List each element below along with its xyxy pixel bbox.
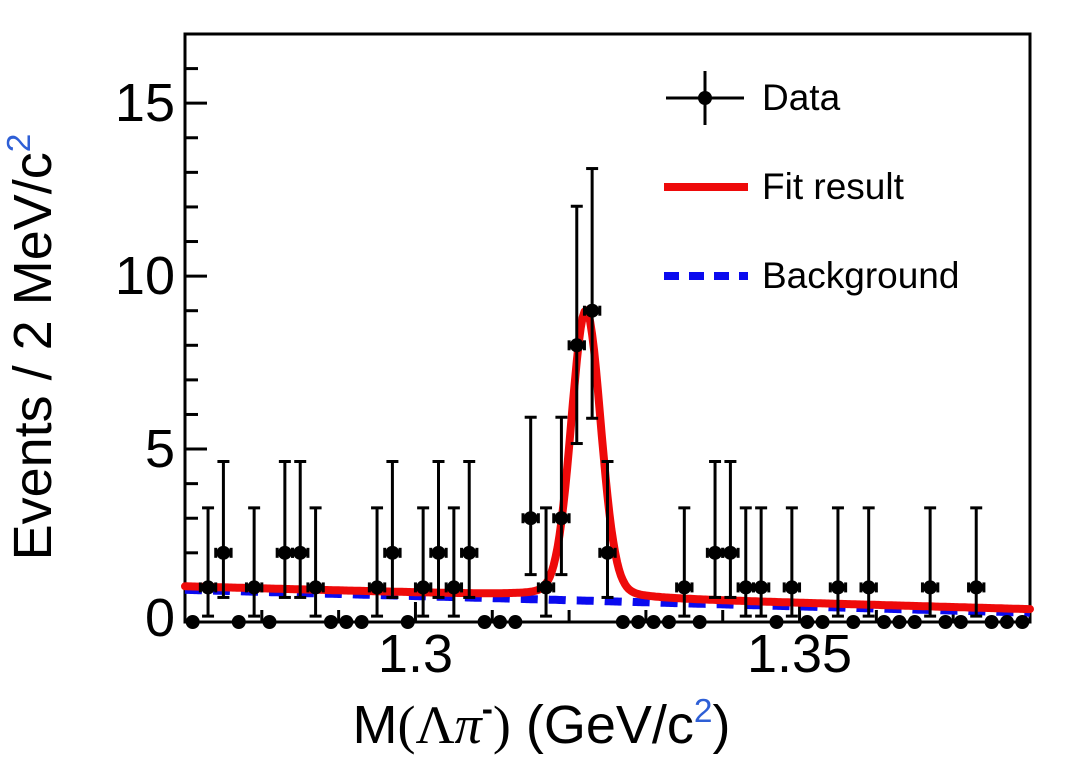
data-point — [508, 615, 523, 629]
background-line-icon — [664, 272, 748, 280]
data-point — [784, 580, 799, 595]
data-point — [677, 580, 692, 595]
data-point — [308, 580, 323, 595]
data-point — [323, 615, 338, 629]
x-title-pi: π — [454, 695, 482, 755]
data-point — [830, 580, 845, 595]
data-point — [692, 615, 707, 629]
data-point — [185, 615, 200, 629]
data-point — [585, 303, 600, 318]
data-point — [907, 615, 922, 629]
data-point — [953, 615, 968, 629]
data-point — [892, 615, 907, 629]
data-point — [416, 580, 431, 595]
x-title-close-paren: ) — [492, 695, 511, 755]
data-point — [646, 615, 661, 629]
x-title-charge-superscript: - — [481, 690, 493, 728]
data-point — [339, 615, 354, 629]
data-point — [1015, 615, 1030, 629]
data-point — [708, 545, 723, 560]
data-point — [615, 615, 630, 629]
data-point — [846, 615, 861, 629]
y-axis-title: Events / 2 MeV/c2 — [1, 0, 64, 697]
data-point — [385, 545, 400, 560]
data-point — [370, 580, 385, 595]
x-tick-label: 1.35 — [746, 624, 853, 684]
legend-label-fit: Fit result — [762, 166, 904, 207]
data-point — [723, 545, 738, 560]
fit-line-icon — [664, 183, 748, 191]
x-title-unit: (GeV/c — [510, 695, 694, 755]
data-point — [539, 580, 554, 595]
x-title-lambda: Λ — [415, 695, 455, 755]
legend: Data Fit result Background — [660, 68, 959, 335]
data-point — [400, 615, 415, 629]
x-title-unit-close: ) — [712, 695, 731, 755]
legend-label-background: Background — [762, 255, 960, 296]
data-point — [293, 545, 308, 560]
data-point — [738, 580, 753, 595]
data-point — [201, 580, 216, 595]
data-point — [262, 615, 277, 629]
x-title-unit-superscript: 2 — [693, 693, 713, 731]
y-tick-label: 15 — [114, 73, 175, 134]
data-point — [523, 511, 538, 526]
data-marker-icon — [666, 71, 744, 125]
data-point — [969, 580, 984, 595]
data-point — [446, 580, 461, 595]
data-point — [231, 615, 246, 629]
data-point — [999, 615, 1014, 629]
data-point — [661, 615, 676, 629]
y-tick-label: 10 — [114, 246, 175, 307]
legend-entry-data: Data — [660, 68, 959, 128]
data-point — [877, 615, 892, 629]
data-point — [800, 615, 815, 629]
legend-entry-background: Background — [660, 246, 959, 306]
data-point — [354, 615, 369, 629]
data-point — [754, 580, 769, 595]
data-point — [631, 615, 646, 629]
data-point — [247, 580, 262, 595]
y-axis-title-text: Events / 2 MeV/c — [3, 152, 63, 561]
data-point — [216, 545, 231, 560]
data-point — [462, 545, 477, 560]
y-axis-title-superscript: 2 — [1, 133, 39, 153]
data-point — [923, 580, 938, 595]
x-tick-label: 1.3 — [377, 624, 453, 684]
data-point — [554, 511, 569, 526]
x-title-m: M — [352, 695, 398, 755]
data-point — [569, 338, 584, 353]
data-point — [600, 545, 615, 560]
legend-label-data: Data — [762, 77, 841, 118]
data-point — [431, 545, 446, 560]
y-tick-label: 5 — [144, 419, 175, 480]
data-point — [815, 615, 830, 629]
x-axis-title: M(Λπ-) (GeV/c2) — [0, 690, 1083, 756]
data-point — [984, 615, 999, 629]
x-title-open-paren: ( — [397, 695, 416, 755]
y-tick-label: 0 — [144, 588, 175, 648]
data-point — [477, 615, 492, 629]
legend-entry-fit: Fit result — [660, 157, 959, 217]
data-point — [277, 545, 292, 560]
data-point — [938, 615, 953, 629]
data-point — [492, 615, 507, 629]
data-point — [769, 615, 784, 629]
data-point — [861, 580, 876, 595]
